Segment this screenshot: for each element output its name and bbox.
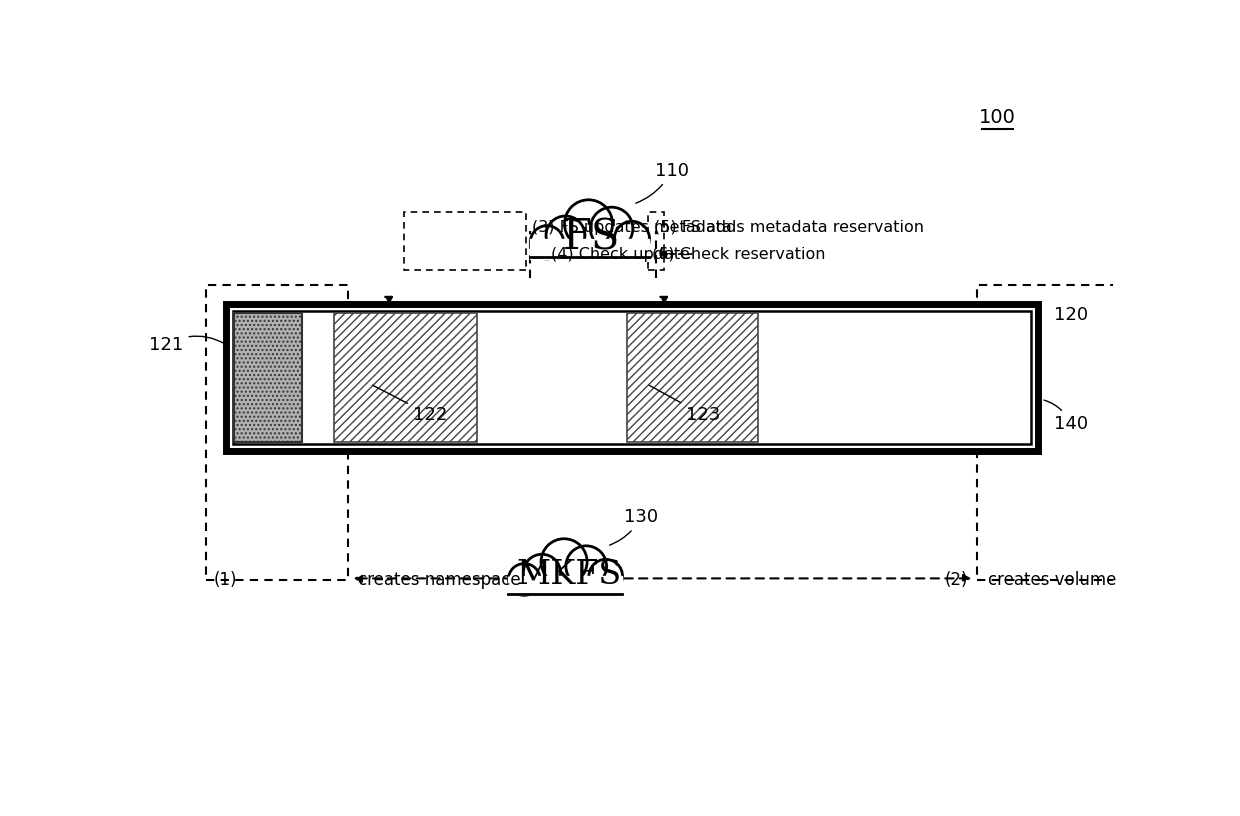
Text: (4) Check update: (4) Check update bbox=[551, 246, 689, 262]
Text: creates volume: creates volume bbox=[988, 571, 1116, 589]
Bar bbox=[404, 212, 526, 269]
Bar bbox=[649, 212, 663, 269]
Text: (3) FS updates metadata: (3) FS updates metadata bbox=[532, 220, 732, 235]
Text: 130: 130 bbox=[610, 508, 658, 545]
Text: MKFS: MKFS bbox=[516, 558, 621, 591]
Text: 110: 110 bbox=[636, 162, 688, 203]
Text: 122: 122 bbox=[372, 385, 448, 424]
Bar bbox=[226, 304, 1038, 450]
Text: 121: 121 bbox=[149, 336, 224, 354]
Bar bbox=[508, 576, 621, 596]
Bar bbox=[627, 313, 758, 442]
Text: 100: 100 bbox=[978, 109, 1016, 127]
Text: 123: 123 bbox=[649, 385, 720, 424]
Text: (1): (1) bbox=[213, 571, 237, 589]
Circle shape bbox=[614, 221, 650, 256]
Circle shape bbox=[564, 200, 613, 248]
Bar bbox=[233, 311, 1032, 444]
Bar bbox=[531, 238, 649, 259]
Circle shape bbox=[546, 216, 585, 255]
Circle shape bbox=[565, 546, 606, 587]
Text: (6) Check reservation: (6) Check reservation bbox=[652, 246, 826, 262]
Bar bbox=[335, 313, 477, 442]
Circle shape bbox=[531, 226, 564, 259]
Circle shape bbox=[523, 554, 560, 592]
Text: creates namespace: creates namespace bbox=[357, 571, 520, 589]
Text: (2): (2) bbox=[945, 571, 967, 589]
Text: (5) FS adds metadata reservation: (5) FS adds metadata reservation bbox=[655, 220, 925, 235]
Circle shape bbox=[589, 559, 622, 593]
Text: FS: FS bbox=[563, 216, 620, 259]
Bar bbox=[234, 313, 303, 442]
Bar bbox=[977, 285, 1118, 580]
Circle shape bbox=[590, 207, 632, 250]
Text: 140: 140 bbox=[1044, 400, 1087, 433]
Circle shape bbox=[508, 564, 541, 596]
Bar bbox=[206, 285, 348, 580]
Text: 120: 120 bbox=[1054, 306, 1087, 324]
Circle shape bbox=[541, 539, 587, 585]
